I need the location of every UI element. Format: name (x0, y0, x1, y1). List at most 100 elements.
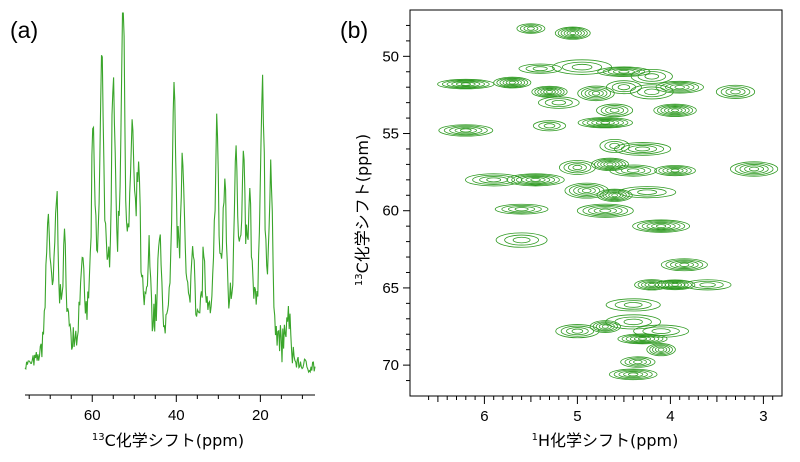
cross-peak (613, 142, 672, 156)
contour-line (628, 145, 658, 153)
cross-peak (605, 298, 661, 312)
contour-line (516, 175, 556, 185)
contour-line (568, 163, 587, 172)
y-tick-label: 65 (382, 280, 399, 297)
cross-peak (660, 258, 708, 272)
contour-line (493, 76, 532, 89)
contour-line (581, 188, 592, 194)
contour-line (486, 177, 502, 183)
contour-line (609, 107, 620, 113)
contour-line (599, 189, 630, 201)
contour-line (569, 31, 577, 36)
contour-line (505, 79, 519, 86)
contour-line (699, 282, 716, 288)
contour-line (636, 86, 667, 98)
contour-line (739, 164, 769, 175)
contour-line (591, 119, 620, 127)
contour-line (625, 334, 660, 343)
contour-line (691, 280, 724, 289)
contour-line (660, 81, 700, 93)
contour-line (591, 91, 601, 96)
contour-line (599, 208, 612, 213)
contour-line (602, 190, 627, 200)
contour-line (501, 204, 542, 214)
contour-line (441, 79, 490, 89)
contour-line (670, 168, 680, 173)
panel-b-label: (b) (340, 17, 368, 43)
x-tick-label: 4 (666, 408, 674, 425)
contour-line (669, 84, 690, 91)
contour-line (577, 117, 633, 129)
panel-a-label: (a) (10, 17, 38, 43)
contour-line (599, 138, 630, 153)
contour-line (620, 143, 665, 155)
cross-peak (576, 203, 634, 218)
contour-line (730, 89, 741, 95)
contour-line (494, 203, 549, 215)
contour-line (577, 85, 615, 102)
contour-line (514, 207, 529, 212)
contour-line (666, 167, 684, 174)
contour-line (520, 24, 542, 33)
contour-line (596, 188, 633, 202)
contour-line (617, 84, 631, 91)
contour-line (573, 185, 601, 196)
contour-line (563, 161, 592, 174)
x-tick-label: 40 (168, 407, 185, 424)
contour-line (638, 337, 648, 341)
contour-line (674, 261, 694, 268)
y-tick-label: 50 (382, 48, 399, 65)
x-tick-label: 6 (480, 408, 488, 425)
contour-line (720, 86, 751, 98)
cross-peak (590, 157, 629, 171)
contour-line (665, 259, 704, 271)
contour-line (632, 219, 690, 233)
contour-line (516, 23, 546, 34)
contour-line (637, 71, 667, 82)
contour-line (646, 343, 676, 357)
contour-line (451, 81, 481, 88)
contour-line (630, 68, 673, 84)
contour-line (571, 63, 593, 71)
cross-peak (654, 165, 696, 177)
contour-line (546, 90, 553, 94)
contour-line (561, 61, 603, 73)
y-tick-label: 55 (382, 126, 399, 143)
contour-line (629, 335, 656, 343)
x-tick-label: 60 (84, 407, 101, 424)
contour-line (620, 356, 656, 368)
panel-a-x-axis-title: 13C化学シフト(ppm) (92, 431, 244, 450)
contour-line (560, 325, 595, 337)
cross-peak (532, 120, 567, 132)
contour-line (626, 168, 640, 173)
cross-peak (653, 103, 697, 117)
contour-line (465, 173, 523, 187)
contour-line (566, 327, 589, 336)
contour-line (508, 80, 516, 85)
contour-line (668, 282, 683, 288)
panel-a-x-ticks: 60 40 20 (28, 395, 303, 424)
cross-peak (608, 368, 658, 381)
contour-line (664, 281, 686, 289)
contour-line (598, 323, 612, 330)
contour-line (660, 105, 690, 116)
contour-line (595, 120, 615, 126)
cross-peak (596, 188, 633, 202)
contour-line (518, 63, 562, 74)
contour-line (628, 358, 647, 366)
cross-peak (437, 78, 495, 90)
contour-line (618, 186, 677, 199)
contour-line (525, 177, 546, 183)
contour-line (654, 165, 696, 177)
contour-line (520, 176, 551, 184)
contour-line (576, 203, 634, 218)
contour-line (530, 177, 541, 182)
contour-line (605, 298, 661, 312)
contour-line (646, 222, 676, 230)
contour-line (537, 87, 562, 97)
contour-line (540, 88, 559, 96)
contour-line (609, 164, 657, 177)
contour-line (605, 106, 624, 115)
contour-line (637, 280, 666, 290)
